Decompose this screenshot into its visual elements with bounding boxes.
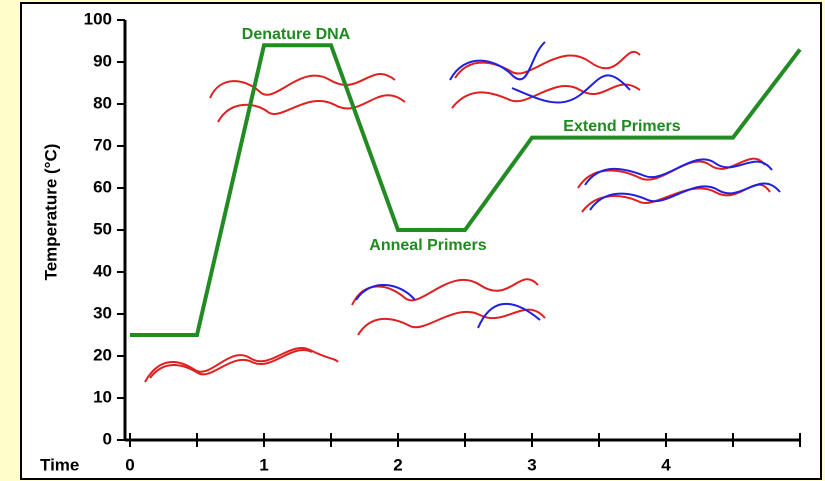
x-tick-label: 3 (527, 455, 536, 474)
y-tick-label: 50 (93, 219, 112, 238)
y-tick-label: 10 (93, 387, 112, 406)
y-tick-label: 0 (103, 429, 112, 448)
x-axis-label: Time (40, 455, 79, 474)
y-tick-label: 100 (84, 9, 112, 28)
y-axis-label: Temperature (°C) (41, 144, 60, 281)
annotation: Denature DNA (242, 26, 351, 43)
x-tick-label: 4 (661, 455, 671, 474)
x-tick-label: 2 (393, 455, 402, 474)
annotation: Anneal Primers (369, 237, 486, 254)
y-tick-label: 40 (93, 261, 112, 280)
y-tick-label: 20 (93, 345, 112, 364)
x-tick-label: 0 (125, 455, 134, 474)
y-tick-label: 70 (93, 135, 112, 154)
y-tick-label: 80 (93, 93, 112, 112)
y-tick-label: 90 (93, 51, 112, 70)
annotation: Extend Primers (563, 118, 680, 135)
y-tick-label: 60 (93, 177, 112, 196)
x-tick-label: 1 (259, 455, 268, 474)
y-tick-label: 30 (93, 303, 112, 322)
chart: Temperature (°C) Time Denature DNA Annea… (0, 0, 825, 481)
